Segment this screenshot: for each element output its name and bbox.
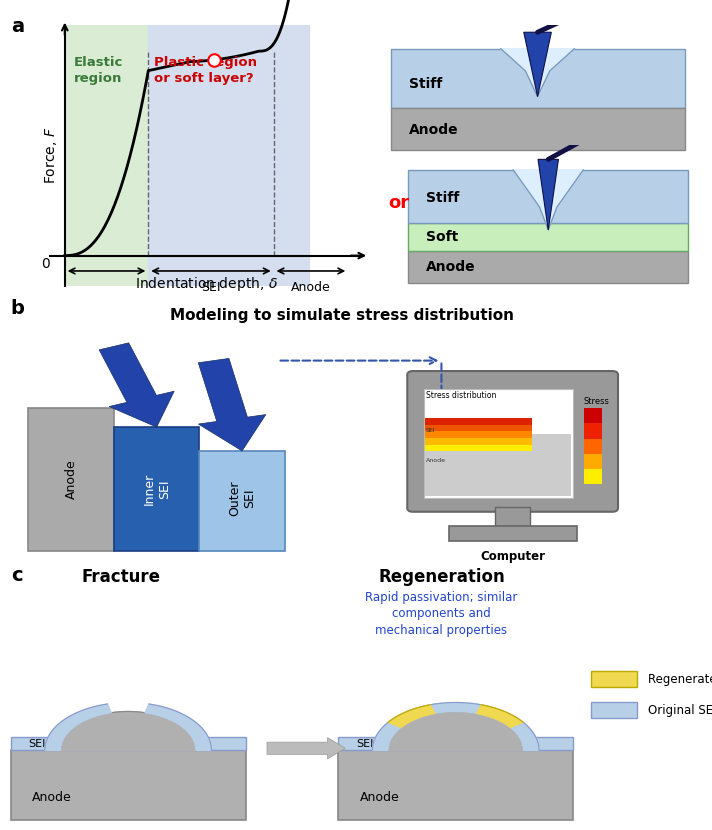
- Text: Regenerated SEI: Regenerated SEI: [648, 673, 712, 686]
- Text: Anode: Anode: [65, 460, 78, 500]
- Bar: [424, 389, 573, 499]
- Text: Stress: Stress: [584, 397, 609, 406]
- Bar: [584, 438, 602, 454]
- Bar: [591, 671, 637, 687]
- X-axis label: Indentation depth, $\delta$: Indentation depth, $\delta$: [135, 275, 278, 293]
- Text: Stiff: Stiff: [426, 191, 459, 205]
- Polygon shape: [513, 170, 583, 230]
- Polygon shape: [538, 159, 558, 230]
- Text: Computer: Computer: [480, 549, 545, 563]
- Bar: [338, 750, 573, 820]
- Text: SEI: SEI: [356, 739, 373, 749]
- Text: or: or: [388, 193, 409, 212]
- Text: Rapid passivation; similar
components and
mechanical properties: Rapid passivation; similar components an…: [365, 591, 518, 637]
- Polygon shape: [372, 702, 539, 750]
- Bar: [584, 423, 602, 438]
- Text: 0: 0: [41, 256, 50, 271]
- Text: Original SEI: Original SEI: [648, 704, 712, 716]
- Bar: [408, 251, 689, 283]
- Bar: [11, 750, 246, 820]
- Bar: [11, 737, 246, 750]
- Bar: [65, 25, 148, 286]
- Text: SEI: SEI: [426, 428, 436, 433]
- Bar: [584, 469, 602, 484]
- Text: Soft: Soft: [426, 230, 458, 244]
- Bar: [391, 49, 684, 108]
- Text: Inner
SEI: Inner SEI: [142, 473, 171, 505]
- Bar: [425, 438, 532, 445]
- Text: a: a: [11, 17, 23, 36]
- Polygon shape: [388, 705, 435, 728]
- Polygon shape: [388, 711, 523, 750]
- Y-axis label: Force, $F$: Force, $F$: [43, 127, 59, 184]
- Polygon shape: [145, 704, 211, 750]
- FancyArrow shape: [267, 738, 345, 759]
- Bar: [148, 25, 310, 286]
- Text: Fracture: Fracture: [82, 569, 160, 587]
- Bar: [114, 427, 199, 551]
- Text: SEI: SEI: [201, 281, 221, 294]
- Bar: [338, 737, 573, 750]
- Bar: [584, 408, 602, 423]
- Polygon shape: [61, 711, 196, 750]
- Text: Outer
SEI: Outer SEI: [228, 481, 256, 516]
- Bar: [449, 526, 577, 541]
- Bar: [199, 451, 285, 551]
- Text: b: b: [11, 299, 24, 318]
- Bar: [28, 408, 114, 551]
- Text: Plastic region
or soft layer?: Plastic region or soft layer?: [155, 56, 257, 85]
- Text: Modeling to simulate stress distribution: Modeling to simulate stress distribution: [169, 308, 514, 324]
- Polygon shape: [45, 704, 111, 750]
- Polygon shape: [524, 32, 551, 96]
- Bar: [584, 454, 602, 469]
- Text: Anode: Anode: [409, 123, 459, 137]
- Bar: [495, 507, 530, 527]
- Bar: [591, 702, 637, 718]
- Polygon shape: [476, 705, 523, 728]
- Bar: [425, 418, 532, 425]
- Polygon shape: [501, 49, 575, 96]
- Bar: [425, 434, 571, 496]
- Bar: [425, 445, 532, 452]
- Text: Anode: Anode: [32, 791, 72, 803]
- Text: Stress distribution: Stress distribution: [426, 392, 496, 401]
- Text: Regeneration: Regeneration: [378, 569, 505, 587]
- Polygon shape: [198, 359, 266, 451]
- Text: SEI: SEI: [28, 739, 46, 749]
- Text: Anode: Anode: [426, 458, 446, 463]
- Polygon shape: [99, 343, 174, 427]
- Bar: [425, 432, 532, 438]
- Text: c: c: [11, 566, 22, 585]
- Bar: [408, 222, 689, 251]
- Text: Anode: Anode: [360, 791, 399, 803]
- Text: Stiff: Stiff: [409, 76, 442, 90]
- Bar: [391, 108, 684, 150]
- Text: Anode: Anode: [426, 260, 475, 274]
- FancyBboxPatch shape: [407, 371, 618, 512]
- Text: Anode: Anode: [291, 281, 331, 294]
- Text: Elastic
region: Elastic region: [74, 56, 123, 85]
- Bar: [425, 425, 532, 432]
- Bar: [408, 170, 689, 222]
